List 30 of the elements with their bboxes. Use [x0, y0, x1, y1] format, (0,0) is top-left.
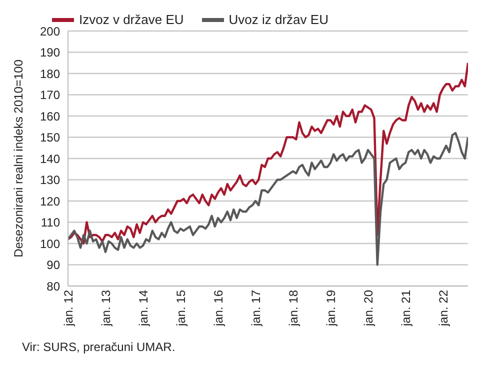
x-tick-label: jan. 16	[212, 290, 226, 328]
y-tick-label: 170	[40, 88, 60, 102]
x-tick-label: jan. 14	[136, 290, 151, 328]
y-tick-label: 150	[40, 130, 60, 145]
y-tick-label: 90	[46, 258, 60, 272]
y-tick-label: 80	[46, 279, 60, 294]
legend-label: Uvoz iz držav EU	[228, 12, 328, 27]
x-tick-label: jan. 22	[436, 290, 451, 328]
text: Vir: SURS, preračuni UMAR.	[22, 340, 176, 354]
y-tick-label: 140	[40, 152, 60, 166]
x-tick-label: jan. 18	[286, 290, 301, 328]
y-tick-label: 110	[40, 216, 60, 230]
line-series	[68, 132, 468, 266]
legend-label: Izvoz v države EU	[79, 12, 184, 27]
y-tick-label: 100	[40, 236, 60, 251]
line-series	[68, 62, 468, 245]
x-tick-label: jan. 15	[174, 290, 188, 328]
y-tick-label: 180	[40, 66, 60, 81]
x-tick-label: jan. 12	[62, 290, 76, 328]
y-tick-label: 160	[40, 109, 60, 124]
y-tick-label: 130	[40, 173, 60, 188]
y-axis-title: Desezonirani realni indeks 2010=100	[11, 59, 26, 258]
x-tick-label: jan. 17	[249, 290, 264, 328]
y-tick-label: 200	[40, 24, 60, 38]
x-tick-label: jan. 13	[99, 290, 114, 328]
y-tick-label: 120	[40, 194, 60, 208]
x-tick-label: jan. 21	[399, 290, 414, 328]
x-tick-label: jan. 19	[324, 290, 338, 328]
x-tick-label: jan. 20	[362, 290, 376, 328]
y-tick-label: 190	[40, 46, 60, 60]
